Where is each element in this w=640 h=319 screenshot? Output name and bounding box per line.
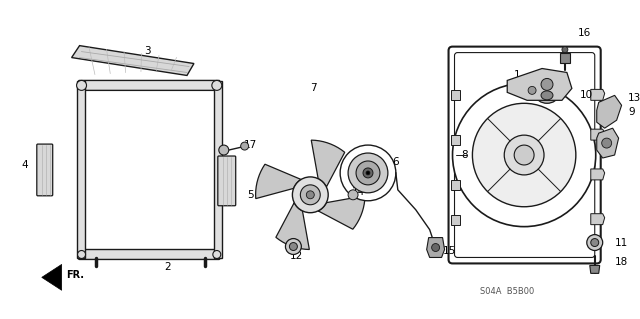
FancyBboxPatch shape xyxy=(454,53,595,257)
Text: 4: 4 xyxy=(22,160,28,170)
Polygon shape xyxy=(427,238,445,257)
Polygon shape xyxy=(81,85,217,255)
Circle shape xyxy=(602,138,612,148)
Circle shape xyxy=(591,239,599,247)
Polygon shape xyxy=(276,203,309,249)
Circle shape xyxy=(514,145,534,165)
Polygon shape xyxy=(72,46,194,76)
Circle shape xyxy=(289,242,298,250)
Polygon shape xyxy=(451,180,460,190)
Polygon shape xyxy=(508,69,572,100)
Text: 1: 1 xyxy=(514,70,520,80)
FancyBboxPatch shape xyxy=(218,156,236,206)
Circle shape xyxy=(241,142,248,150)
Polygon shape xyxy=(451,90,460,100)
Text: 14: 14 xyxy=(351,187,365,197)
Circle shape xyxy=(431,243,440,251)
Text: 10: 10 xyxy=(580,90,593,100)
Polygon shape xyxy=(42,264,61,290)
Text: 18: 18 xyxy=(615,257,628,267)
Ellipse shape xyxy=(541,91,553,100)
FancyBboxPatch shape xyxy=(79,80,220,90)
Polygon shape xyxy=(451,135,460,145)
Circle shape xyxy=(363,168,373,178)
Text: 8: 8 xyxy=(461,150,468,160)
FancyBboxPatch shape xyxy=(449,47,601,263)
Circle shape xyxy=(213,250,221,258)
Polygon shape xyxy=(77,81,84,258)
Text: 11: 11 xyxy=(615,238,628,248)
Text: 5: 5 xyxy=(247,190,254,200)
Polygon shape xyxy=(214,81,222,258)
Ellipse shape xyxy=(536,87,558,103)
Circle shape xyxy=(219,145,228,155)
Polygon shape xyxy=(596,95,621,128)
Text: 2: 2 xyxy=(164,263,170,272)
Polygon shape xyxy=(311,140,345,187)
Circle shape xyxy=(528,86,536,94)
Circle shape xyxy=(562,47,568,53)
Polygon shape xyxy=(591,214,605,225)
Polygon shape xyxy=(591,89,605,100)
Circle shape xyxy=(472,103,576,207)
Circle shape xyxy=(541,78,553,90)
Text: 7: 7 xyxy=(310,83,317,93)
Circle shape xyxy=(77,250,86,258)
Text: 13: 13 xyxy=(628,93,640,103)
Circle shape xyxy=(587,234,603,250)
Circle shape xyxy=(452,83,596,226)
Circle shape xyxy=(300,185,320,205)
Circle shape xyxy=(307,191,314,199)
Text: 6: 6 xyxy=(392,157,399,167)
Text: 15: 15 xyxy=(443,247,456,256)
Polygon shape xyxy=(318,196,365,229)
Text: 17: 17 xyxy=(244,140,257,150)
Text: 9: 9 xyxy=(628,107,635,117)
Circle shape xyxy=(292,177,328,213)
Circle shape xyxy=(504,135,544,175)
FancyBboxPatch shape xyxy=(79,249,220,259)
Polygon shape xyxy=(451,215,460,225)
Polygon shape xyxy=(596,128,619,158)
Polygon shape xyxy=(591,169,605,180)
Circle shape xyxy=(77,80,86,90)
Polygon shape xyxy=(591,129,605,140)
Circle shape xyxy=(340,145,396,201)
Circle shape xyxy=(348,190,358,200)
Circle shape xyxy=(348,153,388,193)
Circle shape xyxy=(212,80,222,90)
Text: 16: 16 xyxy=(578,28,591,38)
Circle shape xyxy=(366,171,370,175)
Text: FR.: FR. xyxy=(67,271,84,280)
Text: 3: 3 xyxy=(144,46,150,56)
Polygon shape xyxy=(590,265,600,273)
Circle shape xyxy=(356,161,380,185)
Text: S04A  B5B00: S04A B5B00 xyxy=(480,287,534,296)
Circle shape xyxy=(285,239,301,255)
Polygon shape xyxy=(560,53,570,63)
FancyBboxPatch shape xyxy=(36,144,52,196)
Text: 12: 12 xyxy=(290,251,303,262)
Polygon shape xyxy=(255,164,301,199)
